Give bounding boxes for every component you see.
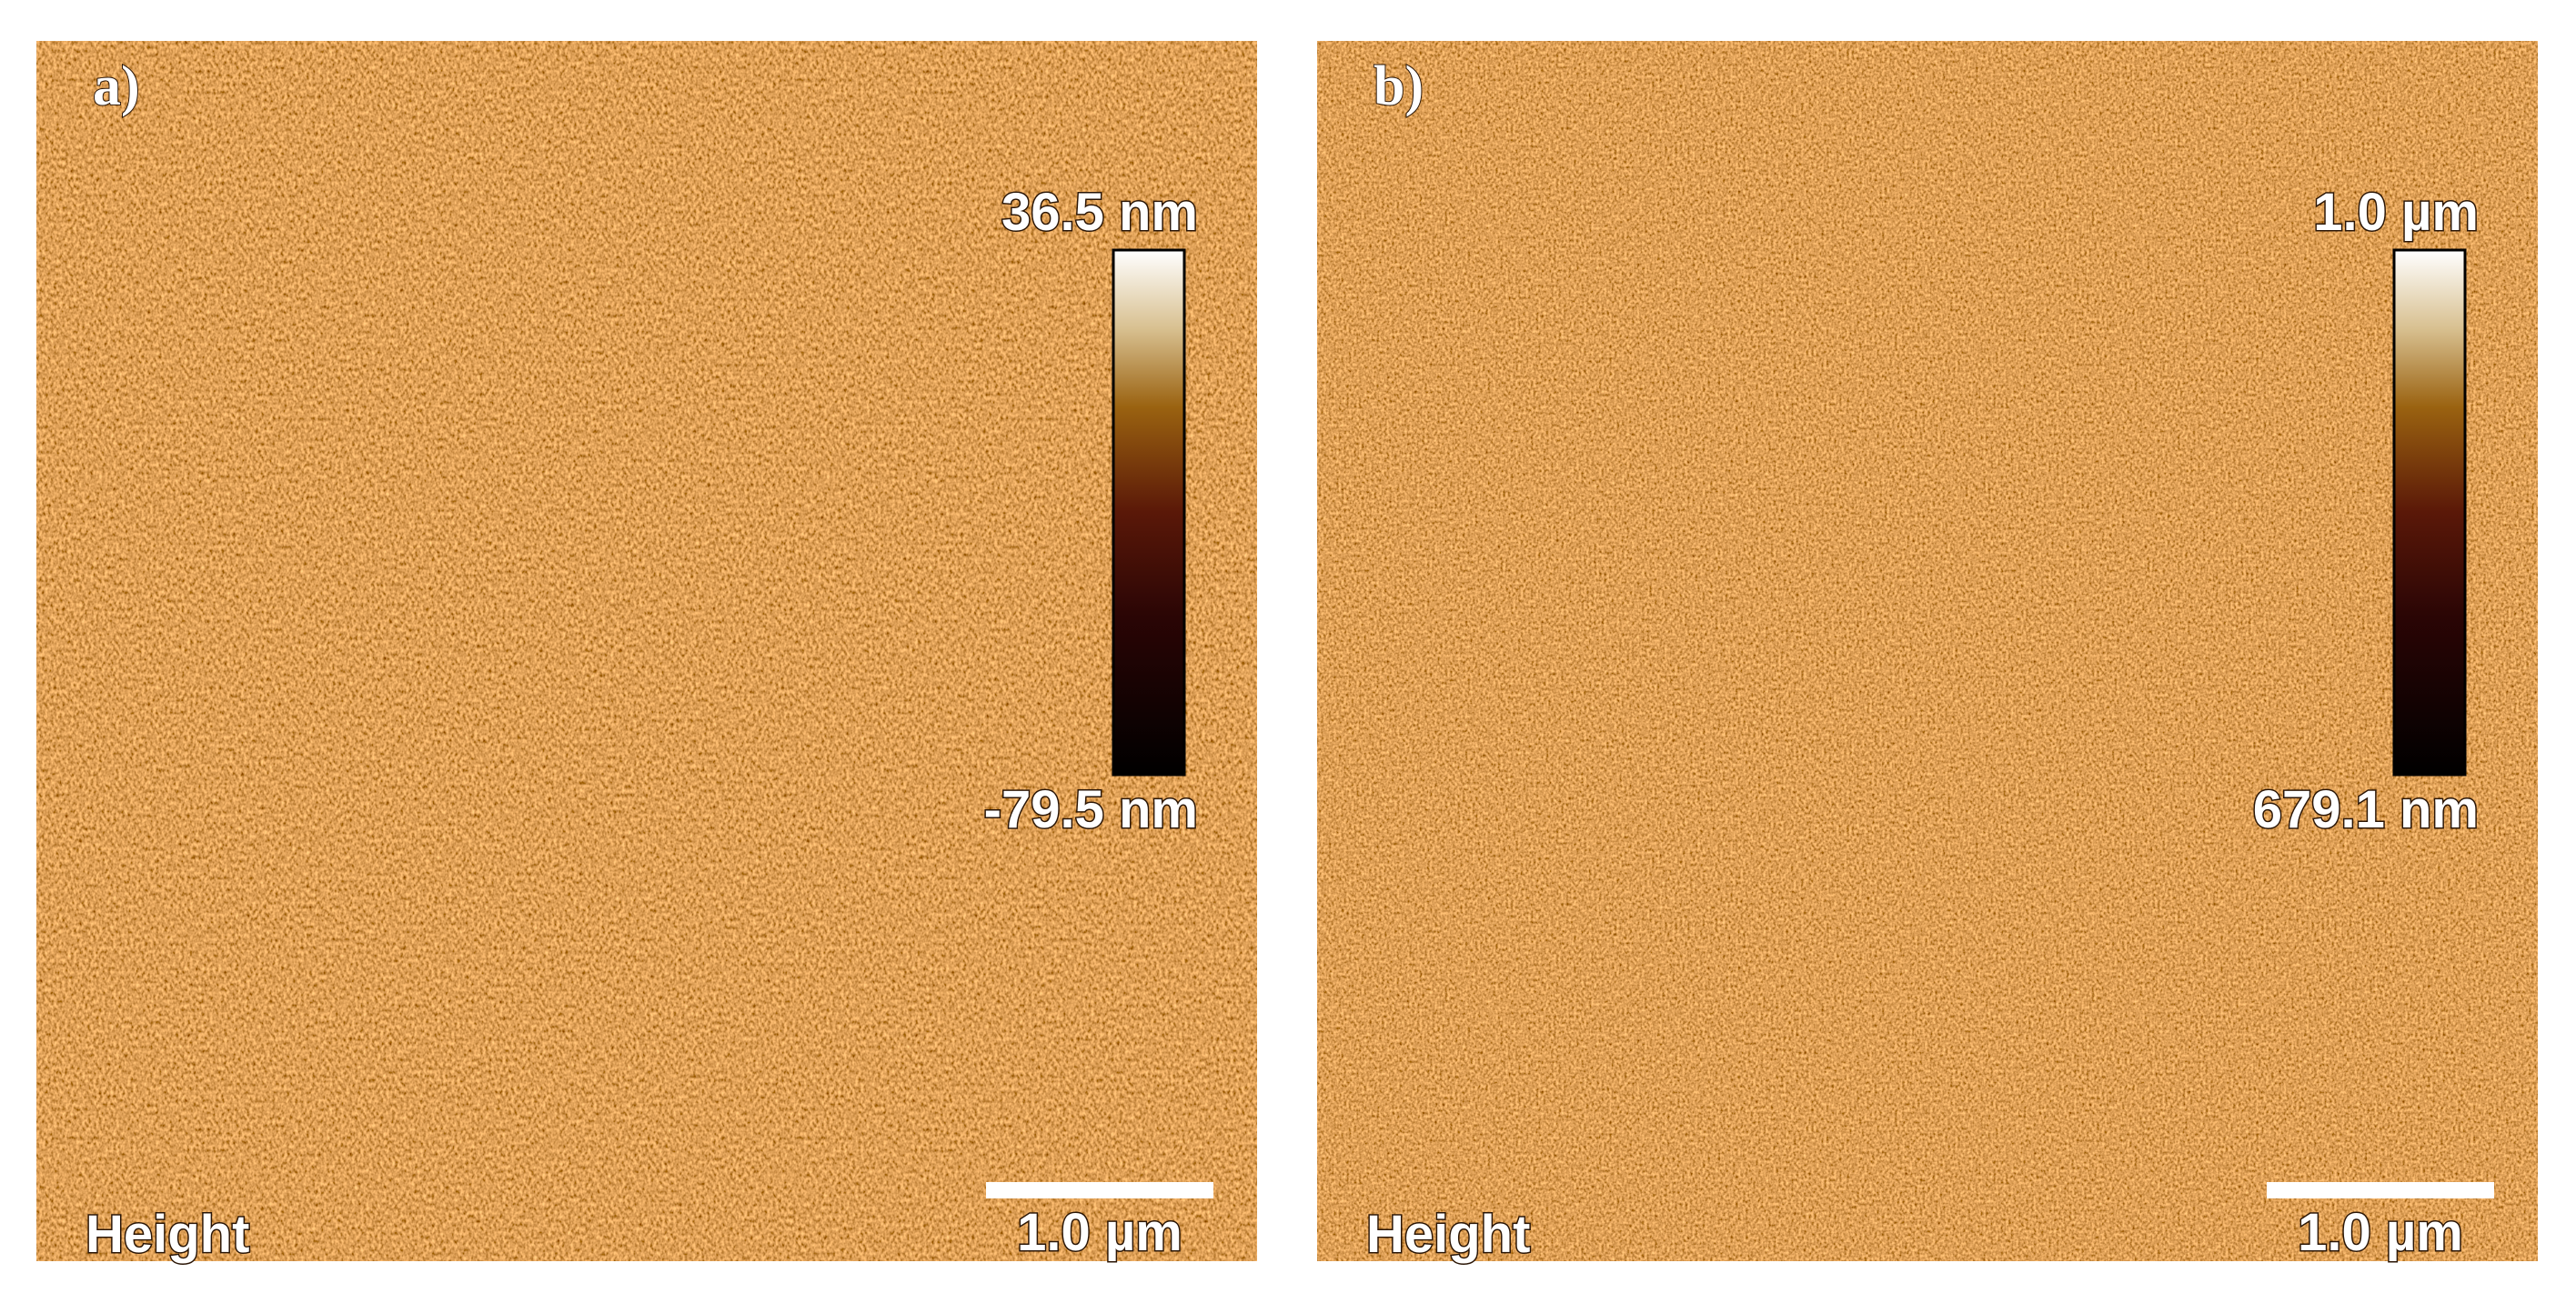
scale-bar — [986, 1182, 1213, 1198]
scale-bar-label: 1.0 µm — [1017, 1203, 1182, 1262]
mode-label: Height — [86, 1205, 249, 1264]
afm-texture — [1317, 41, 2538, 1261]
mode-label: Height — [1366, 1205, 1530, 1264]
colorbar-max: 36.5 nm — [1001, 183, 1198, 242]
scale-bar — [2267, 1182, 2494, 1198]
colorbar — [1112, 248, 1186, 777]
colorbar-max: 1.0 µm — [2313, 183, 2479, 242]
panel-label: b) — [1374, 55, 1424, 117]
colorbar-min: -79.5 nm — [984, 780, 1198, 839]
colorbar-min: 679.1 nm — [2253, 780, 2479, 839]
colorbar — [2392, 248, 2467, 777]
scale-bar-label: 1.0 µm — [2298, 1203, 2463, 1262]
panel-label: a) — [93, 55, 140, 117]
afm-texture — [36, 41, 1257, 1261]
